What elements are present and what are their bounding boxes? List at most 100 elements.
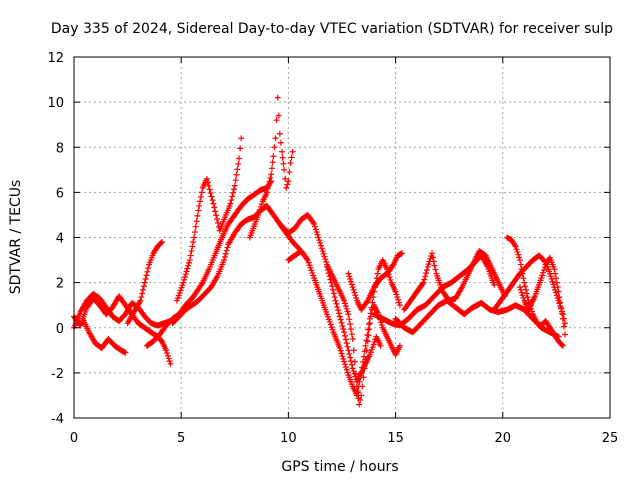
data-point [347, 354, 354, 361]
data-point [336, 313, 343, 320]
data-point [338, 350, 345, 357]
data-point [558, 304, 565, 311]
data-point [223, 247, 230, 254]
data-point [214, 216, 221, 223]
data-point [541, 264, 548, 271]
data-point [190, 239, 197, 246]
series-sat-r [516, 254, 568, 338]
data-point [197, 193, 204, 200]
data-point [237, 145, 244, 152]
data-point [528, 308, 535, 315]
data-point [269, 159, 276, 166]
data-point [423, 270, 430, 277]
data-point [342, 332, 349, 339]
series-sat-p [504, 234, 566, 349]
series-sat-n [401, 248, 508, 313]
data-point [369, 299, 376, 306]
data-point [329, 283, 336, 290]
data-point [271, 144, 278, 151]
data-point [268, 165, 275, 172]
data-point [357, 396, 364, 403]
data-point [181, 276, 188, 283]
data-point [524, 294, 531, 301]
data-point [165, 355, 172, 362]
data-point [511, 242, 518, 249]
data-point [206, 186, 213, 193]
data-point [230, 186, 237, 193]
data-point [366, 321, 373, 328]
data-point [363, 337, 370, 344]
data-point [351, 289, 358, 296]
data-point [362, 342, 369, 349]
data-point [522, 286, 529, 293]
data-point [518, 289, 525, 296]
data-point [282, 175, 289, 182]
data-point [558, 341, 565, 348]
data-point [421, 276, 428, 283]
data-point [280, 160, 287, 167]
data-point [268, 171, 275, 178]
data-point [344, 369, 351, 376]
data-point [340, 355, 347, 362]
data-point [328, 279, 335, 286]
data-point [287, 160, 294, 167]
data-point [394, 294, 401, 301]
data-point [559, 315, 566, 322]
x-tick-label: 5 [177, 431, 185, 446]
data-point [339, 353, 346, 360]
data-point [238, 135, 245, 142]
data-point [166, 358, 173, 365]
data-point [325, 270, 332, 277]
data-point [203, 175, 210, 182]
data-point [554, 284, 561, 291]
data-point [191, 229, 198, 236]
x-tick-label: 20 [495, 431, 512, 446]
data-point [272, 135, 279, 142]
data-point [491, 281, 498, 288]
data-point [513, 246, 520, 253]
data-point [557, 299, 564, 306]
data-point [214, 219, 221, 226]
data-point [182, 271, 189, 278]
data-point [377, 342, 384, 349]
data-point [145, 265, 152, 272]
data-point [386, 274, 393, 281]
y-tick-label: 0 [56, 322, 64, 337]
data-point [311, 223, 318, 230]
data-point [512, 243, 519, 250]
data-point [274, 94, 281, 101]
series-sat-k [323, 263, 384, 385]
y-tick-label: 4 [56, 232, 64, 247]
data-point [224, 244, 231, 251]
data-point [333, 300, 340, 307]
data-point [235, 160, 242, 167]
data-point [342, 303, 349, 310]
data-point [368, 304, 375, 311]
data-point [393, 291, 400, 298]
x-tick-label: 15 [387, 431, 404, 446]
data-point [236, 155, 243, 162]
data-point [208, 193, 215, 200]
data-point [322, 256, 329, 263]
data-point [324, 266, 331, 273]
data-point [378, 322, 385, 329]
data-point [198, 189, 205, 196]
data-point [222, 250, 229, 257]
data-point [352, 292, 359, 299]
data-point [341, 297, 348, 304]
data-point [233, 171, 240, 178]
data-point [540, 266, 547, 273]
data-point [331, 294, 338, 301]
data-point [344, 343, 351, 350]
data-point [419, 280, 426, 287]
data-point [141, 279, 148, 286]
data-point [350, 347, 357, 354]
data-point [144, 268, 151, 275]
data-point [158, 239, 165, 246]
data-point [342, 361, 349, 368]
data-point [396, 302, 403, 309]
data-point [395, 296, 402, 303]
y-tick-label: -2 [51, 367, 64, 382]
data-point [345, 347, 352, 354]
